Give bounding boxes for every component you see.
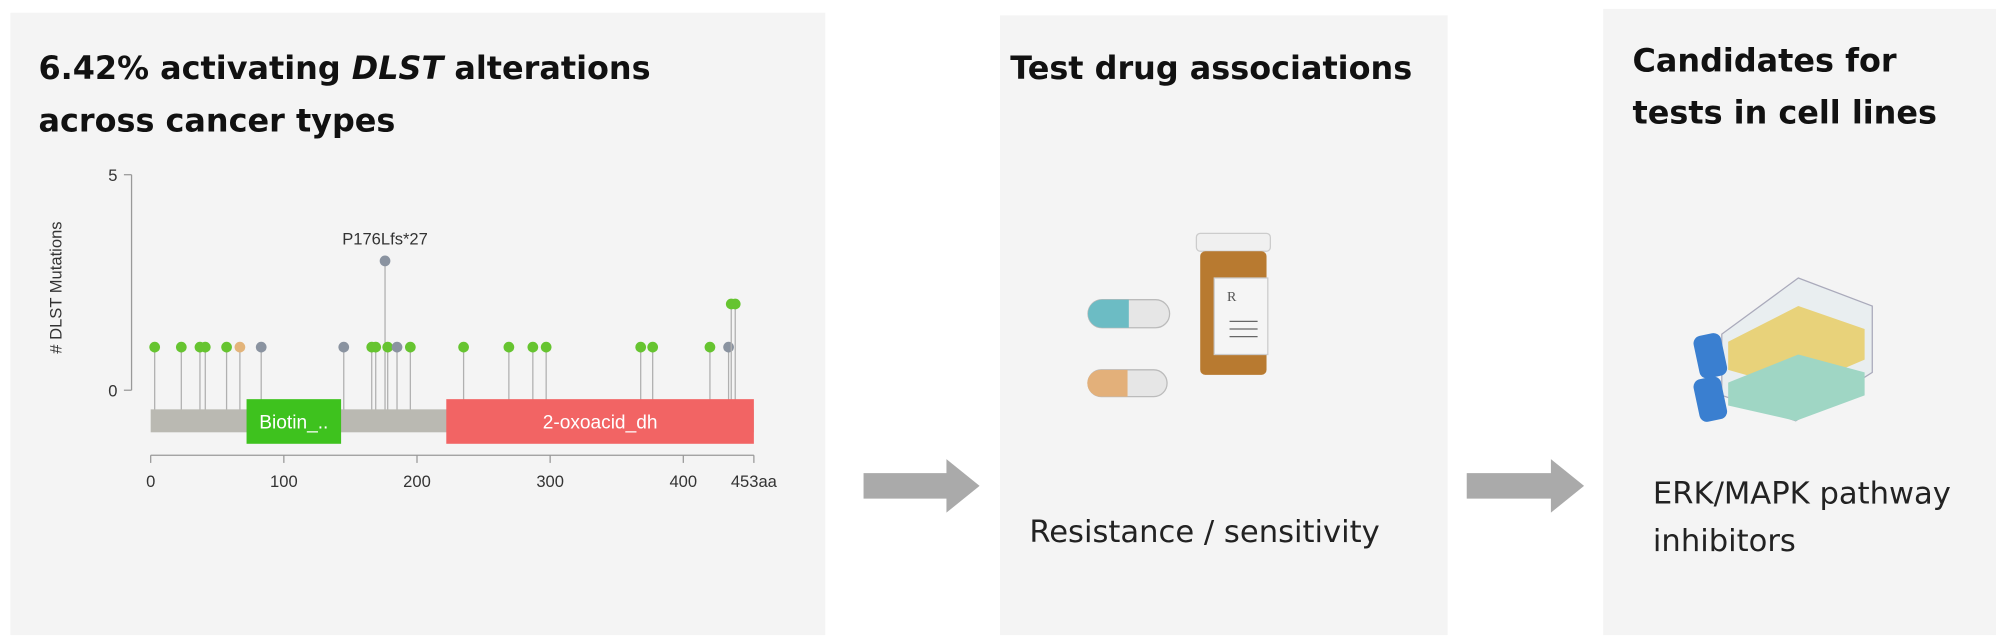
panel-title: tests in cell lines bbox=[1633, 94, 1937, 132]
lollipop-head bbox=[221, 341, 232, 353]
lollipop-head bbox=[370, 341, 382, 353]
lollipop-head bbox=[540, 341, 552, 353]
lollipop-head bbox=[391, 341, 403, 353]
x-tick-label: 300 bbox=[536, 472, 564, 491]
y-tick-label: 0 bbox=[108, 382, 117, 401]
domain-label: 2-oxoacid_dh bbox=[543, 412, 658, 433]
panel-title: Test drug associations bbox=[1010, 49, 1412, 87]
y-axis-label: # DLST Mutations bbox=[46, 221, 65, 353]
title-segment: across cancer types bbox=[38, 101, 395, 139]
lollipop-head bbox=[199, 341, 211, 353]
lollipop-head bbox=[149, 341, 161, 353]
panel-title: Candidates for bbox=[1633, 41, 1897, 79]
lollipop-head bbox=[704, 341, 716, 353]
panel bbox=[10, 12, 826, 636]
flask-icon bbox=[1693, 277, 1873, 422]
lollipop-head bbox=[255, 341, 267, 353]
lollipop-chart: 0 5 # DLST Mutations 0 100 200 300 400 453aa Biot… bbox=[46, 166, 777, 491]
protein-domain bbox=[246, 399, 342, 444]
panel-title: across cancer types bbox=[38, 101, 395, 139]
lollipop-head bbox=[175, 341, 187, 353]
annotation: P176Lfs*27 bbox=[342, 229, 428, 248]
title-segment: tests in cell lines bbox=[1633, 94, 1937, 132]
lollipop-head bbox=[234, 341, 246, 353]
title-segment: 6.42% activating bbox=[38, 49, 351, 87]
lollipop-head bbox=[729, 298, 741, 310]
protein-domain bbox=[446, 399, 754, 444]
lollipop-head bbox=[338, 341, 350, 353]
y-tick-label: 5 bbox=[108, 166, 117, 185]
lollipop-head bbox=[382, 341, 394, 353]
lollipop-head bbox=[458, 341, 469, 353]
title-segment: alterations bbox=[443, 49, 650, 87]
arrow bbox=[1466, 459, 1585, 513]
x-tick-label: 100 bbox=[270, 472, 298, 491]
domain-label: Biotin_.. bbox=[259, 412, 328, 433]
lollipop-head bbox=[723, 341, 734, 353]
lollipop-head bbox=[527, 341, 539, 353]
lollipop-head bbox=[404, 341, 416, 353]
lollipop-head bbox=[635, 341, 647, 353]
lollipop-head bbox=[647, 341, 659, 353]
x-tick-label: 200 bbox=[403, 472, 431, 491]
title-segment: Candidates for bbox=[1633, 41, 1897, 79]
drug-icon: R bbox=[1087, 232, 1271, 398]
lollipop-head bbox=[379, 255, 391, 267]
svg-text:R: R bbox=[1227, 290, 1237, 305]
x-tick-label: 453aa bbox=[731, 472, 778, 491]
caption: inhibitors bbox=[1653, 524, 1796, 559]
arrow bbox=[863, 459, 980, 513]
title-segment: Test drug associations bbox=[1010, 49, 1412, 87]
x-tick-label: 400 bbox=[669, 472, 697, 491]
caption: Resistance / sensitivity bbox=[1029, 515, 1379, 550]
caption: ERK/MAPK pathway bbox=[1653, 477, 1951, 512]
x-tick-label: 0 bbox=[146, 472, 155, 491]
title-segment: DLST bbox=[352, 49, 446, 87]
panel-title: 6.42% activating DLST alterations bbox=[38, 49, 650, 87]
lollipop-head bbox=[503, 341, 515, 353]
